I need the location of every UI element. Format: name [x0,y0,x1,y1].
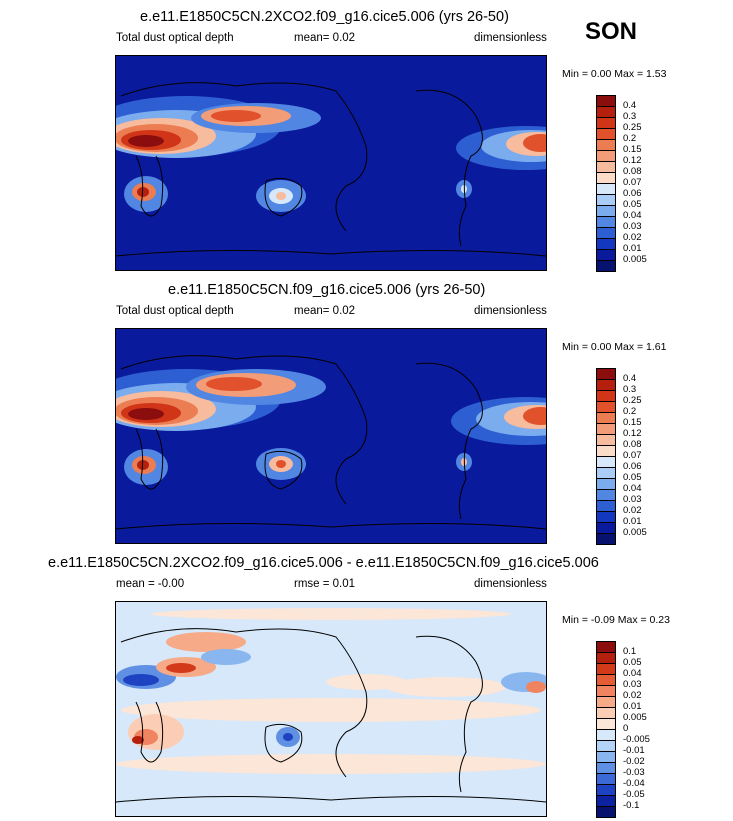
colorbar-tick-label: 0.2 [623,133,637,144]
colorbar-swatch [596,260,616,272]
colorbar-tick-label: 0.15 [623,417,642,428]
colorbar-tick-label: 0.06 [623,188,642,199]
panel-3-min-max: Min = -0.09 Max = 0.23 [562,614,670,626]
colorbar-swatch [596,533,616,545]
colorbar-tick-label: -0.005 [623,734,650,745]
panel-3-units-label: dimensionless [474,578,547,590]
panel-2-title: e.e11.E1850C5CN.f09_g16.cice5.006 (yrs 2… [168,282,486,298]
panel-2-field [116,329,546,543]
panel-1-units-label: dimensionless [474,32,547,44]
colorbar-tick-label: 0.12 [623,155,642,166]
colorbar-swatch [596,806,616,818]
colorbar-tick-label: 0.3 [623,384,637,395]
colorbar-tick-label: 0.01 [623,701,642,712]
colorbar-tick-label: 0.06 [623,461,642,472]
colorbar-tick-label: 0.04 [623,210,642,221]
colorbar-tick-label: 0.12 [623,428,642,439]
panel-2-map [115,328,547,544]
colorbar-tick-label: 0.04 [623,668,642,679]
colorbar-tick-label: 0.03 [623,679,642,690]
colorbar-tick-label: 0.005 [623,254,647,265]
colorbar-tick-label: 0.1 [623,646,637,657]
colorbar-tick-label: 0.15 [623,144,642,155]
colorbar-tick-label: 0.08 [623,166,642,177]
colorbar-tick-label: 0.4 [623,373,637,384]
colorbar-tick-label: 0.04 [623,483,642,494]
colorbar-tick-label: 0 [623,723,629,734]
colorbar-tick-label: -0.02 [623,756,645,767]
colorbar-tick-label: 0.05 [623,657,642,668]
panel-1-mean-label: mean= 0.02 [294,32,356,44]
colorbar-tick-label: 0.03 [623,494,642,505]
colorbar-tick-label: 0.2 [623,406,637,417]
panel-1-colorbar: 0.4 0.3 0.25 0.2 0.15 0.12 0.08 0.07 0.06 0.05 0.0… [596,95,676,272]
colorbar-tick-label: 0.3 [623,111,637,122]
colorbar-tick-label: 0.05 [623,199,642,210]
colorbar-tick-label: 0.02 [623,232,642,243]
panel-1-map [115,55,547,271]
panel-1-field [116,56,546,270]
panel-2-variable-label: Total dust optical depth [116,305,234,317]
panel-1-variable-label: Total dust optical depth [116,32,234,44]
season-label: SON [585,18,638,45]
colorbar-tick-label: 0.07 [623,177,642,188]
panel-3-map [115,601,547,817]
colorbar-tick-label: 0.01 [623,243,642,254]
colorbar-tick-label: 0.08 [623,439,642,450]
colorbar-tick-label: 0.005 [623,712,647,723]
panel-2-mean-label: mean= 0.02 [294,305,356,317]
colorbar-tick-label: -0.1 [623,800,640,811]
colorbar-tick-label: 0.4 [623,100,637,111]
colorbar-tick-label: 0.25 [623,395,642,406]
panel-3-field [116,602,546,816]
panel-2-colorbar: 0.4 0.3 0.25 0.2 0.15 0.12 0.08 0.07 0.06 0.05 0.0… [596,368,676,545]
colorbar-tick-label: -0.01 [623,745,645,756]
colorbar-tick-label: 0.02 [623,505,642,516]
colorbar-tick-label: -0.03 [623,767,645,778]
colorbar-tick-label: 0.02 [623,690,642,701]
colorbar-tick-label: 0.05 [623,472,642,483]
panel-3-mean-label: mean = -0.00 [116,578,185,590]
colorbar-tick-label: -0.05 [623,789,645,800]
colorbar-tick-label: 0.005 [623,527,647,538]
colorbar-tick-label: 0.01 [623,516,642,527]
colorbar-tick-label: 0.07 [623,450,642,461]
panel-2-units-label: dimensionless [474,305,547,317]
panel-3-colorbar: 0.1 0.05 0.04 0.03 0.02 0.01 0.005 0 -0.005 -0.01… [596,641,676,818]
panel-3-title: e.e11.E1850C5CN.2XCO2.f09_g16.cice5.006 … [48,555,599,571]
colorbar-tick-label: -0.04 [623,778,645,789]
panel-1-min-max: Min = 0.00 Max = 1.53 [562,68,667,80]
colorbar-tick-label: 0.03 [623,221,642,232]
colorbar-tick-label: 0.25 [623,122,642,133]
panel-2-min-max: Min = 0.00 Max = 1.61 [562,341,667,353]
panel-1-title: e.e11.E1850C5CN.2XCO2.f09_g16.cice5.006 … [140,9,509,25]
panel-3-rmse-label: rmse = 0.01 [294,578,356,590]
